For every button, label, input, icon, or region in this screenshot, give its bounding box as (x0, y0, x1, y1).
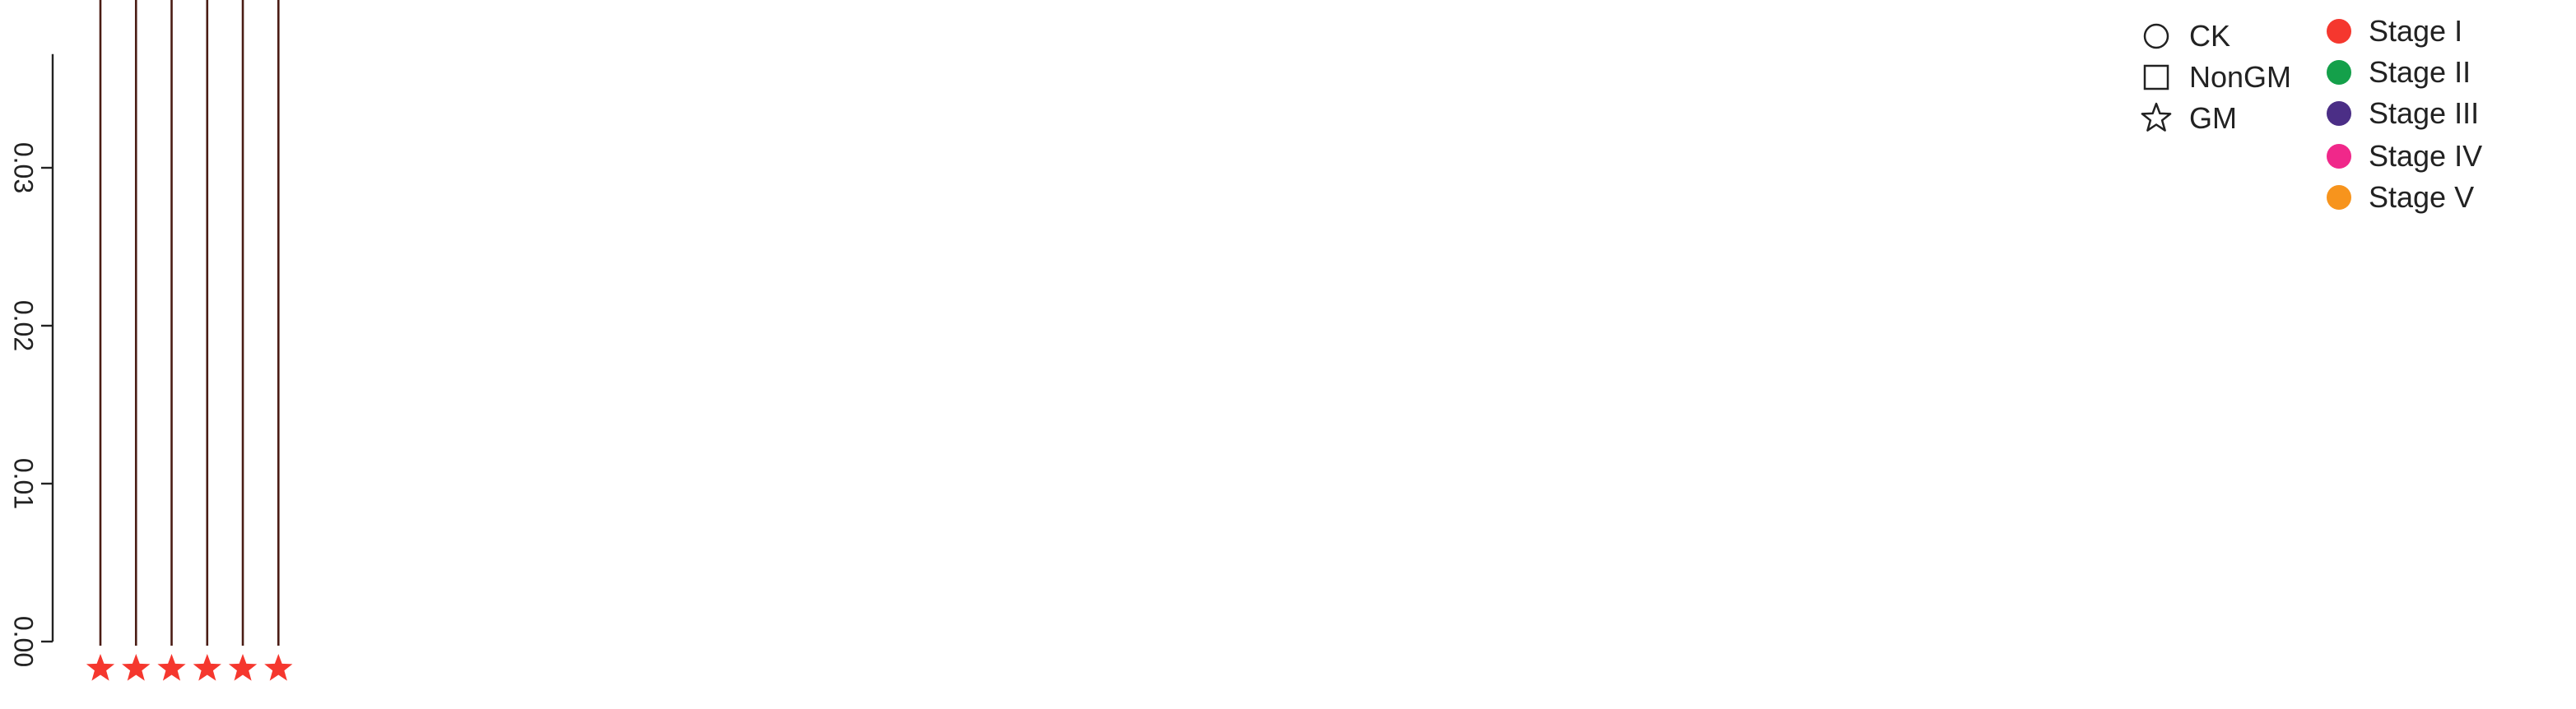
legend-shape-label: NonGM (2189, 60, 2291, 94)
leaf-star (157, 654, 186, 681)
legend-shape-label: GM (2189, 101, 2237, 135)
legend-stage-label: Stage II (2369, 55, 2471, 89)
legend-stage-label: Stage V (2369, 180, 2474, 214)
legend-shape-label: CK (2189, 19, 2230, 53)
leaf-star (193, 654, 221, 681)
legend-star-icon (2141, 102, 2172, 132)
y-axis: 0.00 0.01 0.02 0.03 (9, 53, 54, 667)
legend-stage-dot-icon (2327, 144, 2351, 169)
y-tick-label: 0.00 (9, 616, 39, 667)
legend-stage-label: Stage I (2369, 14, 2462, 48)
leaf-star (228, 654, 258, 681)
legend-stage-label: Stage IV (2369, 139, 2482, 173)
dendrogram-branch (170, 0, 173, 646)
y-tick-label: 0.01 (9, 458, 39, 509)
legend-square-icon (2143, 64, 2169, 90)
leaf-star (122, 654, 151, 681)
leaf-markers (86, 654, 293, 681)
dendrogram-branch (134, 0, 137, 646)
dendrogram-branch (206, 0, 209, 646)
legend-stage-dot-icon (2327, 101, 2351, 126)
dendrogram-branch (99, 0, 102, 646)
legend-stage-dot-icon (2327, 185, 2351, 210)
dendrogram-branch (241, 0, 280, 646)
y-tick-label: 0.02 (9, 300, 39, 351)
legend-stage-dot-icon (2327, 60, 2351, 85)
leaf-star (264, 654, 293, 681)
legend-circle-icon (2143, 23, 2169, 49)
legend-stage-label: Stage III (2369, 96, 2479, 130)
legend: CK NonGM GM Stage I Stage II Stage III Stage I… (2141, 14, 2482, 214)
y-tick-label: 0.03 (9, 142, 39, 193)
legend-stage-dot-icon (2327, 19, 2351, 44)
dendrogram-tree (99, 0, 280, 646)
leaf-star (86, 654, 115, 681)
